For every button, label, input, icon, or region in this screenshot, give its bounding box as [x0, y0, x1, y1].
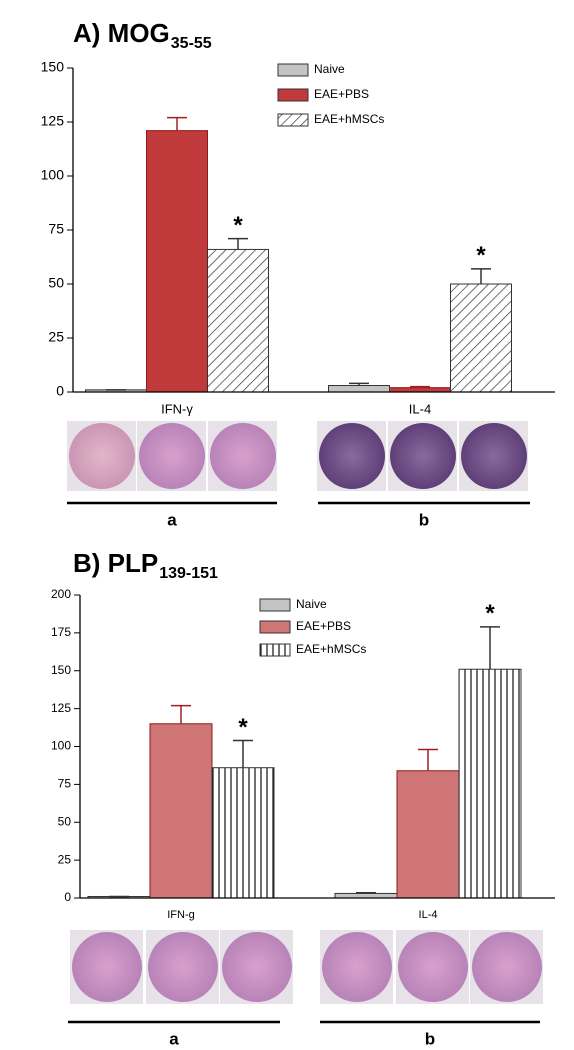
y-tick-label: 100 [51, 739, 71, 753]
x-tick-label: IL-4 [409, 401, 431, 416]
well [472, 932, 542, 1002]
y-tick-label: 50 [58, 814, 72, 828]
error-bar [171, 704, 191, 724]
significance-marker: * [233, 212, 243, 239]
y-tick-label: 0 [64, 890, 71, 904]
error-bar [356, 891, 376, 894]
error-bar [167, 116, 187, 131]
well [139, 423, 205, 489]
bar [211, 767, 275, 899]
legend-label: Naive [296, 597, 327, 611]
x-tick-label: IFN-γ [161, 401, 193, 416]
y-tick-label: 150 [51, 663, 71, 677]
y-tick-label: 75 [48, 221, 64, 237]
y-tick-label: 200 [51, 587, 71, 601]
well [72, 932, 142, 1002]
y-tick-label: 75 [58, 777, 72, 791]
error-bar [233, 739, 253, 768]
bar [146, 130, 208, 393]
x-tick-label: IFN-g [167, 909, 195, 921]
y-tick-label: 100 [41, 167, 65, 183]
legend-swatch [259, 598, 291, 612]
y-tick-label: 175 [51, 625, 71, 639]
well [390, 423, 456, 489]
y-tick-label: 25 [48, 329, 64, 345]
error-bar [228, 237, 248, 250]
legend-label: EAE+hMSCs [314, 112, 384, 126]
legend-swatch [277, 88, 309, 102]
error-bar [418, 748, 438, 771]
y-tick-label: 125 [41, 113, 65, 129]
bar [458, 668, 522, 899]
chart-title-subscript: 35-55 [171, 35, 212, 52]
significance-marker: * [476, 242, 486, 269]
well [222, 932, 292, 1002]
well [398, 932, 468, 1002]
bar [450, 283, 512, 393]
legend-swatch [277, 63, 309, 77]
bar [396, 770, 460, 899]
error-bar [410, 385, 430, 388]
well [319, 423, 385, 489]
y-tick-label: 50 [48, 275, 64, 291]
bar [334, 892, 398, 899]
legend-label: Naive [314, 62, 345, 76]
bar [328, 385, 390, 393]
legend-label: EAE+PBS [296, 619, 351, 633]
panel-label: a [167, 510, 177, 529]
panel-label: b [419, 510, 429, 529]
error-bar [471, 268, 491, 284]
y-tick-label: 150 [41, 59, 65, 75]
error-bar [480, 626, 500, 670]
bar [207, 248, 269, 393]
well [210, 423, 276, 489]
legend-label: EAE+PBS [314, 87, 369, 101]
y-tick-label: 125 [51, 701, 71, 715]
panel-label: b [425, 1029, 435, 1048]
y-tick-label: 25 [58, 852, 72, 866]
well [461, 423, 527, 489]
well [69, 423, 135, 489]
well [148, 932, 218, 1002]
legend-swatch [277, 113, 309, 127]
chart-title-subscript: 139-151 [159, 565, 218, 582]
panel-label: a [169, 1029, 179, 1048]
chart-title: A) MOG [73, 18, 170, 48]
significance-marker: * [238, 714, 248, 741]
well [322, 932, 392, 1002]
bar [149, 723, 213, 899]
significance-marker: * [485, 600, 495, 627]
y-tick-label: 0 [56, 383, 64, 399]
legend-swatch [259, 643, 291, 657]
chart-title: B) PLP [73, 548, 158, 578]
legend-swatch [259, 620, 291, 634]
error-bar [349, 382, 369, 386]
x-tick-label: IL-4 [419, 909, 438, 921]
legend-label: EAE+hMSCs [296, 642, 366, 656]
